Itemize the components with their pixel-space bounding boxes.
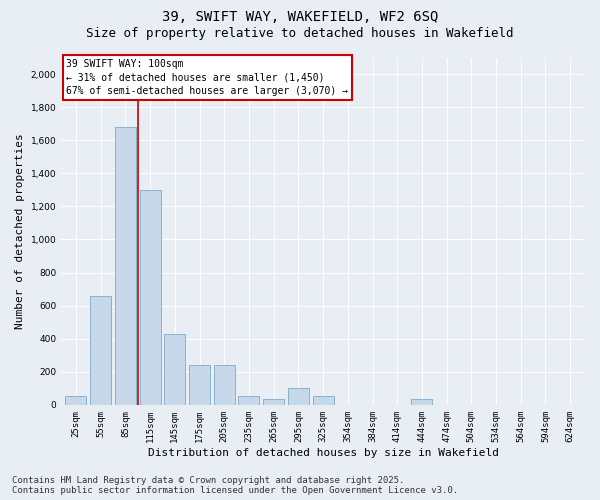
Bar [115,127,136,405]
Bar [140,190,161,405]
Bar [238,396,259,405]
Bar [263,399,284,405]
Text: Size of property relative to detached houses in Wakefield: Size of property relative to detached ho… [86,28,514,40]
Bar [288,388,309,405]
Bar [412,399,433,405]
Y-axis label: Number of detached properties: Number of detached properties [15,134,25,329]
X-axis label: Distribution of detached houses by size in Wakefield: Distribution of detached houses by size … [148,448,499,458]
Text: 39, SWIFT WAY, WAKEFIELD, WF2 6SQ: 39, SWIFT WAY, WAKEFIELD, WF2 6SQ [162,10,438,24]
Text: 39 SWIFT WAY: 100sqm
← 31% of detached houses are smaller (1,450)
67% of semi-de: 39 SWIFT WAY: 100sqm ← 31% of detached h… [67,59,349,96]
Bar [214,365,235,405]
Bar [164,334,185,405]
Text: Contains HM Land Registry data © Crown copyright and database right 2025.
Contai: Contains HM Land Registry data © Crown c… [12,476,458,495]
Bar [90,296,111,405]
Bar [189,365,210,405]
Bar [313,396,334,405]
Bar [65,396,86,405]
